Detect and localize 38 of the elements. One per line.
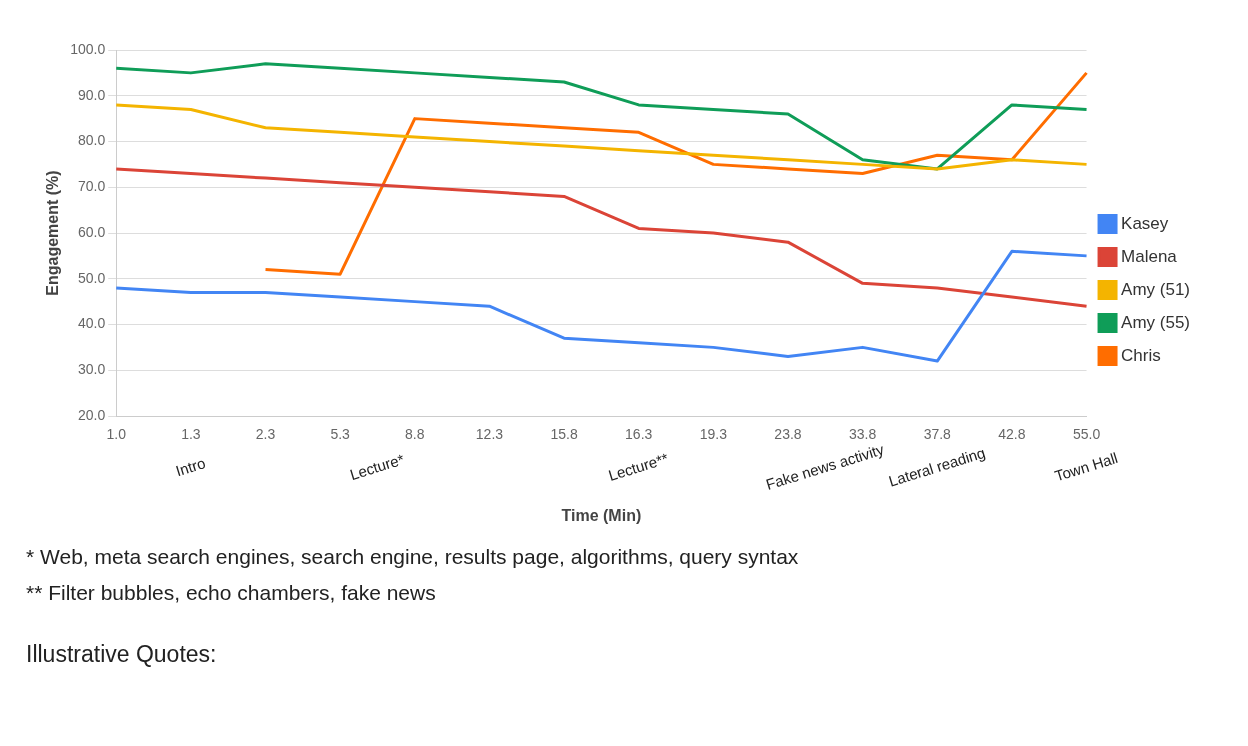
legend-label: Kasey: [1121, 213, 1169, 233]
y-tick-label: 100.0: [70, 40, 106, 57]
y-tick-label: 50.0: [77, 269, 106, 286]
legend-label: Amy (55): [1121, 312, 1191, 332]
x-tick-label: 8.8: [405, 426, 425, 443]
x-tick-label: 15.8: [550, 426, 578, 443]
x-tick-label: 12.3: [475, 426, 504, 443]
legend-label: Malena: [1121, 246, 1178, 266]
x-axis-title: Time (Min): [561, 506, 642, 524]
y-tick-label: 60.0: [77, 223, 106, 240]
y-tick-label: 80.0: [77, 132, 106, 149]
text: Intro: [173, 454, 208, 480]
text: Town Hall: [1052, 448, 1120, 485]
x-tick-label: 19.3: [699, 426, 728, 443]
x-tick-label: 5.3: [330, 426, 351, 443]
y-tick-label: 70.0: [77, 178, 106, 195]
y-tick-label: 90.0: [77, 86, 106, 103]
text: Lecture*: [347, 450, 407, 484]
x-tick-label: 23.8: [774, 426, 802, 443]
x-tick-label: 1.3: [181, 426, 201, 443]
x-tick-label: 2.3: [255, 426, 276, 443]
x-tick-label: 55.0: [1072, 426, 1101, 443]
text: Lateral reading: [886, 443, 988, 490]
y-tick-label: 40.0: [77, 315, 106, 332]
x-tick-label: 37.8: [923, 426, 952, 443]
x-tick-label: 33.8: [849, 426, 877, 443]
text: Fake news activity: [763, 440, 887, 493]
text: * Web, meta search engines, search engine, results page, algorithms, query syntax: [26, 545, 799, 569]
text: Illustrative Quotes:: [26, 641, 218, 668]
y-tick-label: 30.0: [77, 361, 106, 378]
legend-label: Chris: [1121, 345, 1161, 365]
text: ** Filter bubbles, echo chambers, fake news: [26, 581, 437, 605]
y-tick-label: 20.0: [77, 406, 106, 423]
y-axis-title: Engagement (%): [44, 170, 62, 296]
legend-label: Amy (51): [1121, 279, 1191, 299]
x-tick-label: 1.0: [106, 426, 127, 443]
x-tick-label: 42.8: [998, 426, 1026, 443]
x-tick-label: 16.3: [625, 426, 653, 443]
